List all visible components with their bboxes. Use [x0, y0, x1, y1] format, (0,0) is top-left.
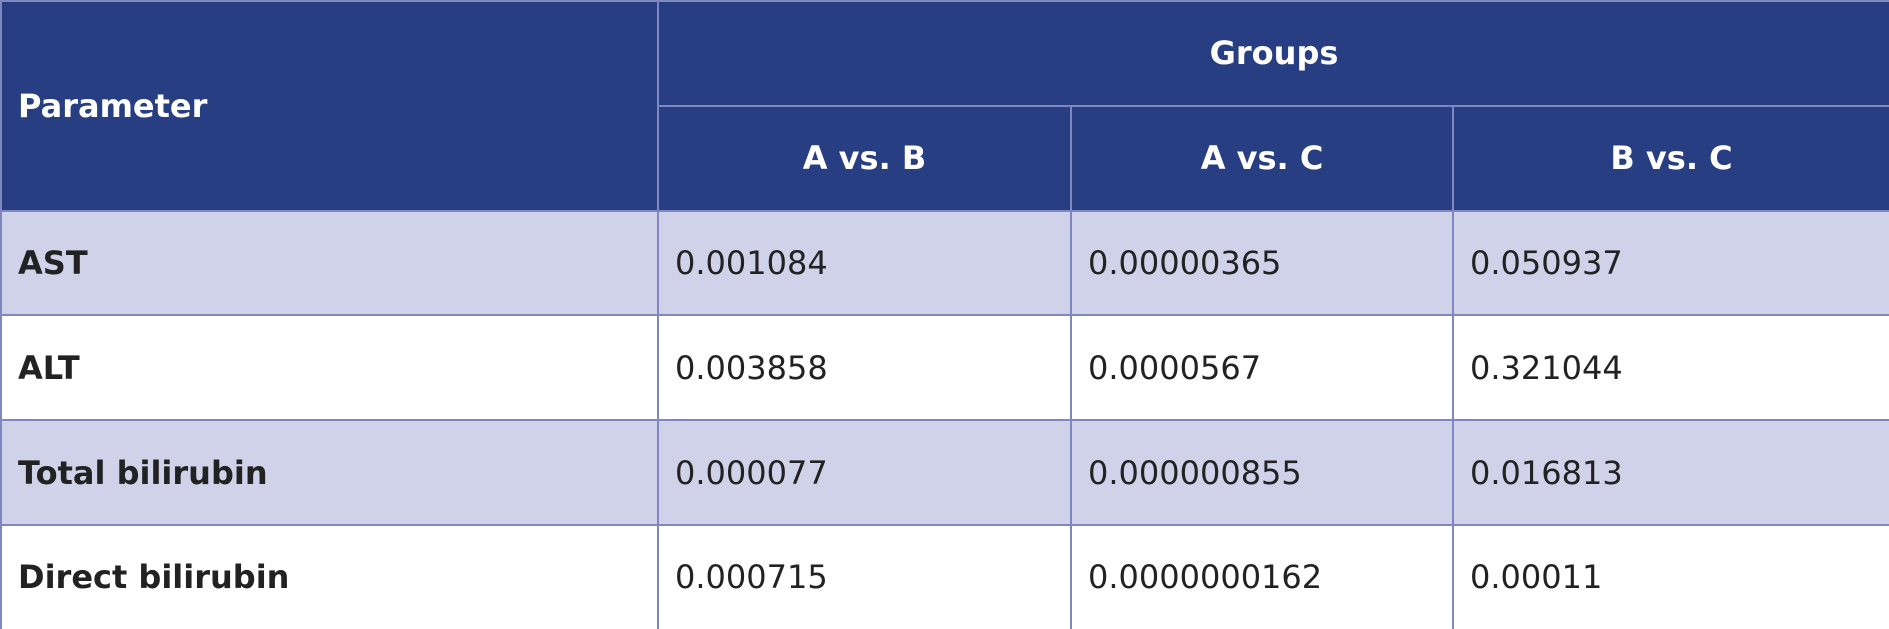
header-cell: Parameter [0, 0, 659, 212]
table-row: ALT 0.003858 0.0000567 0.321044 [0, 314, 1889, 422]
table-row: Direct bilirubin 0.000715 0.0000000162 0.00… [0, 523, 1889, 629]
value-cell: 0.000000855 [1070, 419, 1454, 526]
parameter-cell: Direct bilirubin [0, 523, 659, 629]
value-cell: 0.321044 [1451, 314, 1889, 422]
value-cell: 0.0000567 [1070, 314, 1454, 422]
value-cell: 0.00011 [1451, 523, 1889, 629]
parameter-cell: ALT [0, 314, 659, 422]
table-row: AST 0.001084 0.00000365 0.050937 [0, 209, 1889, 317]
value-cell: 0.000715 [657, 523, 1072, 629]
header-cell: B vs. C [1451, 104, 1889, 212]
header-cell: A vs. C [1070, 104, 1454, 212]
header-cell: A vs. B [657, 104, 1072, 212]
parameter-cell: AST [0, 209, 659, 317]
value-cell: 0.050937 [1451, 209, 1889, 317]
table-body: AST 0.001084 0.00000365 0.050937 ALT 0.003858… [0, 209, 1889, 629]
value-cell: 0.0000000162 [1070, 523, 1454, 629]
table-row: Total bilirubin 0.000077 0.000000855 0.0168… [0, 419, 1889, 526]
value-cell: 0.001084 [657, 209, 1072, 317]
value-cell: 0.016813 [1451, 419, 1889, 526]
value-cell: 0.00000365 [1070, 209, 1454, 317]
parameter-cell: Total bilirubin [0, 419, 659, 526]
header-cell: Groups [656, 0, 1889, 107]
value-cell: 0.000077 [657, 419, 1072, 526]
value-cell: 0.003858 [657, 314, 1072, 422]
